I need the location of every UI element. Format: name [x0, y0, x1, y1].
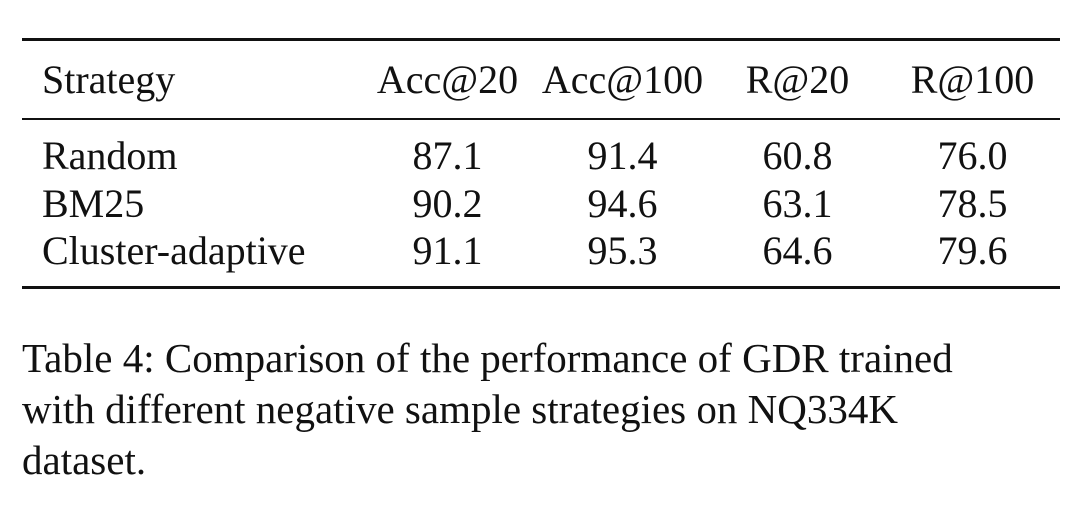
header-r20: R@20 [745, 57, 850, 102]
cell-r100-best: 79.6 [937, 228, 1008, 273]
bottom-rule [22, 286, 1060, 289]
cell-acc20: 90.2 [412, 180, 483, 226]
cell-acc100: 94.6 [587, 180, 658, 226]
cell-strategy: Random [42, 133, 178, 178]
header-acc20: Acc@20 [376, 57, 519, 102]
table-caption: Table 4: Comparison of the performance o… [22, 333, 1067, 486]
cell-r20: 60.8 [762, 133, 833, 178]
top-rule [22, 38, 1060, 41]
cell-r20: 63.1 [762, 180, 833, 226]
cell-strategy: Cluster-adaptive [42, 228, 306, 273]
cell-acc20: 87.1 [412, 133, 483, 178]
results-table: Strategy Acc@20 Acc@100 R@20 R@100 [22, 41, 1060, 118]
table-row: Cluster-adaptive 91.1 95.3 64.6 79.6 [22, 227, 1060, 286]
cell-r20-best: 64.6 [762, 228, 833, 273]
cell-r100: 78.5 [937, 180, 1008, 226]
header-row: Strategy Acc@20 Acc@100 R@20 R@100 [22, 41, 1060, 118]
caption-line: Table 4: Comparison of the performance o… [22, 335, 953, 381]
results-table-container: Strategy Acc@20 Acc@100 R@20 R@100 Rando… [22, 38, 1060, 289]
table-row: BM25 90.2 94.6 63.1 78.5 [22, 179, 1060, 227]
cell-acc100: 91.4 [587, 133, 658, 178]
header-strategy: Strategy [42, 57, 176, 102]
table-row: Random 87.1 91.4 60.8 76.0 [22, 120, 1060, 179]
cell-acc100-best: 95.3 [587, 228, 658, 273]
cell-acc20-best: 91.1 [412, 228, 483, 273]
header-r100: R@100 [910, 57, 1035, 102]
caption-line: dataset. [22, 437, 147, 483]
cell-r100: 76.0 [937, 133, 1008, 178]
caption-line: with different negative sample strategie… [22, 386, 898, 432]
header-rule [22, 118, 1060, 120]
header-acc100: Acc@100 [541, 57, 704, 102]
cell-strategy: BM25 [42, 180, 145, 226]
results-body-table: Random 87.1 91.4 60.8 76.0 BM25 90.2 94.… [22, 120, 1060, 286]
